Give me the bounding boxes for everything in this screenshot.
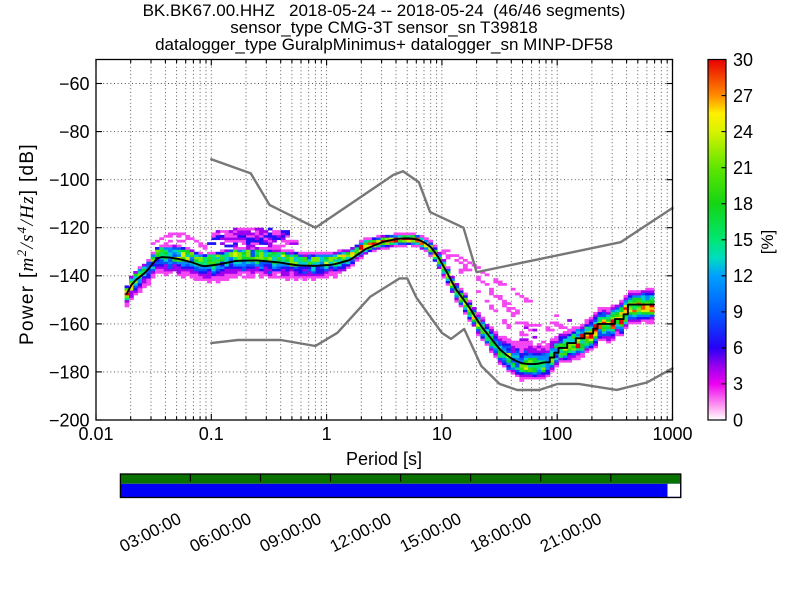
svg-text:1000: 1000 — [652, 424, 692, 444]
svg-text:0.1: 0.1 — [199, 424, 224, 444]
svg-text:30: 30 — [733, 50, 753, 70]
svg-text:1: 1 — [322, 424, 332, 444]
svg-text:10: 10 — [432, 424, 452, 444]
svg-text:−160: −160 — [49, 314, 90, 334]
svg-text:−60: −60 — [59, 74, 90, 94]
svg-text:sensor_type CMG-3T sensor_sn T: sensor_type CMG-3T sensor_sn T39818 — [230, 18, 537, 37]
svg-text:−140: −140 — [49, 266, 90, 286]
svg-text:−200: −200 — [49, 410, 90, 430]
svg-text:6: 6 — [733, 338, 743, 358]
svg-text:−100: −100 — [49, 170, 90, 190]
svg-text:Period [s]: Period [s] — [346, 449, 422, 469]
svg-text:0.01: 0.01 — [78, 424, 113, 444]
svg-text:BK.BK67.00.HHZ 2018-05-24 --: BK.BK67.00.HHZ 2018-05-24 -- 2018-05-24 … — [143, 1, 626, 20]
svg-text:−180: −180 — [49, 362, 90, 382]
svg-text:21: 21 — [733, 158, 753, 178]
svg-text:24: 24 — [733, 122, 753, 142]
svg-text:−120: −120 — [49, 218, 90, 238]
svg-text:−80: −80 — [59, 122, 90, 142]
svg-text:100: 100 — [542, 424, 572, 444]
svg-text:Power [m2/s4/Hz] [dB]: Power [m2/s4/Hz] [dB] — [14, 143, 38, 345]
svg-text:12: 12 — [733, 266, 753, 286]
svg-text:3: 3 — [733, 374, 743, 394]
svg-text:[%]: [%] — [758, 230, 777, 255]
svg-text:18: 18 — [733, 194, 753, 214]
svg-text:0: 0 — [733, 410, 743, 430]
svg-text:9: 9 — [733, 302, 743, 322]
svg-text:27: 27 — [733, 86, 753, 106]
svg-text:15: 15 — [733, 230, 753, 250]
svg-text:datalogger_type GuralpMinimus+: datalogger_type GuralpMinimus+ datalogge… — [155, 35, 613, 54]
